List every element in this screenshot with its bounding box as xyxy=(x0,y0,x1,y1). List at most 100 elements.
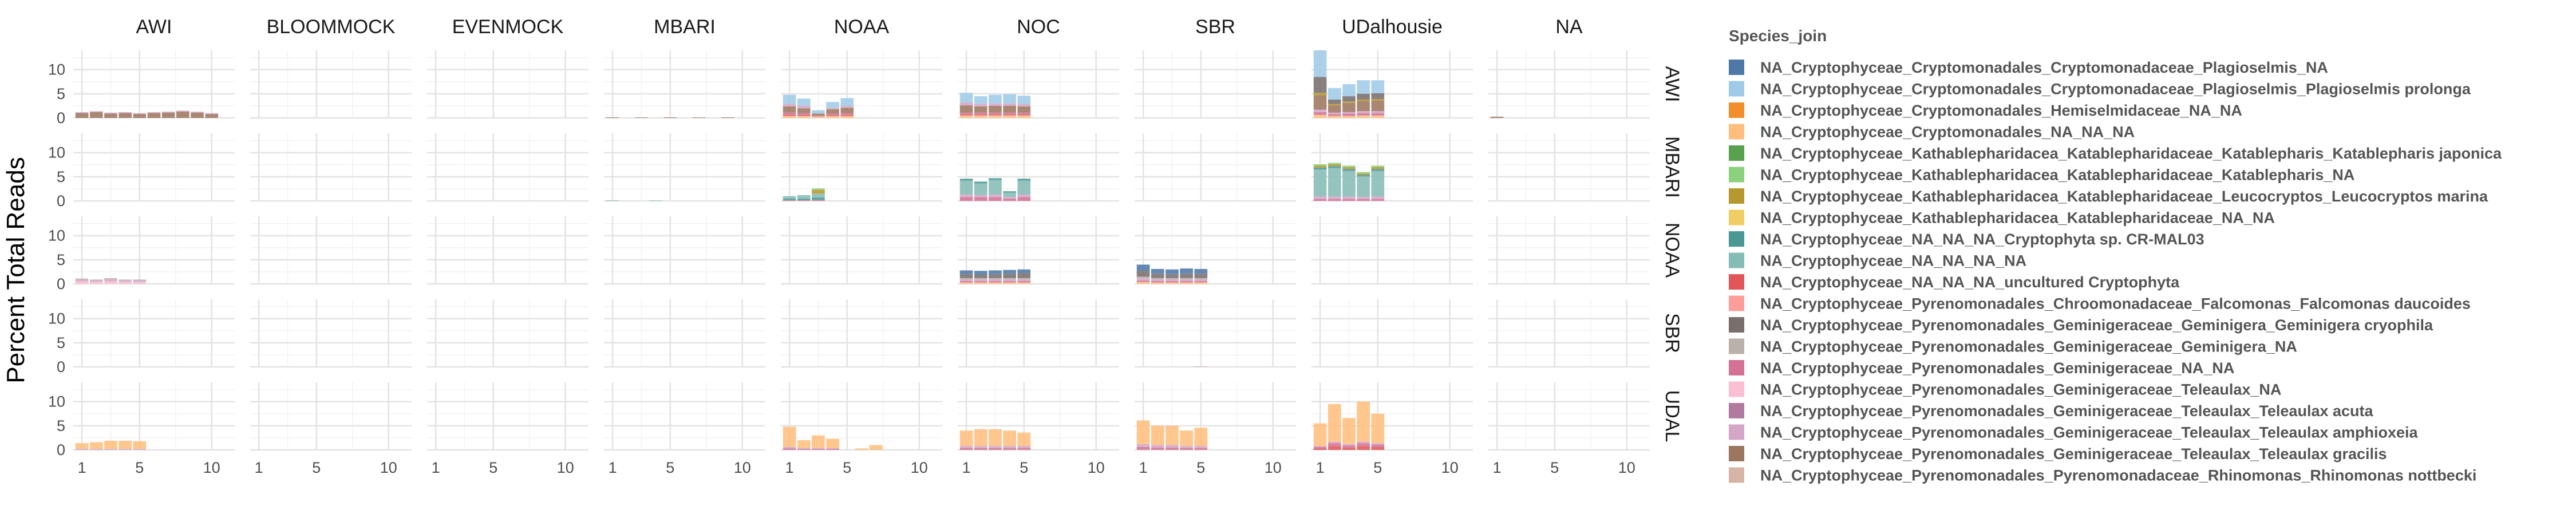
legend-swatch xyxy=(1729,209,1744,226)
bar-segment xyxy=(1136,280,1150,282)
bar-segment xyxy=(1342,447,1356,450)
bar-segment xyxy=(118,112,132,113)
bar-segment xyxy=(75,112,89,113)
x-tick-label: 5 xyxy=(1020,459,1028,476)
panel-noaa-evenmock xyxy=(427,216,588,285)
panel-mbari-awi xyxy=(73,133,235,202)
x-tick-label: 5 xyxy=(312,459,321,476)
column-strip-label-udalhousie: UDalhousie xyxy=(1342,16,1443,38)
bar-segment xyxy=(974,96,987,104)
row-strip-label-udal: UDAL xyxy=(1661,390,1683,442)
x-tick-label: 5 xyxy=(489,459,497,476)
panel-background xyxy=(427,299,588,367)
panel-background xyxy=(1311,216,1473,284)
bar-segment xyxy=(205,114,219,118)
panel-udal-evenmock xyxy=(427,382,588,451)
column-strip-label-mbari: MBARI xyxy=(654,16,716,38)
y-tick-label: 10 xyxy=(48,227,65,244)
y-axis-title: Percent Total Reads xyxy=(2,157,30,383)
x-tick-label: 5 xyxy=(1373,459,1382,476)
legend-label: NA_Cryptophyceae_Kathablepharidacea_Kata… xyxy=(1760,167,2354,184)
bar-segment xyxy=(959,105,973,113)
bar-segment xyxy=(974,446,987,448)
bar-segment xyxy=(989,94,1002,104)
legend-entry: NA_Cryptophyceae_Pyrenomonadales_Geminig… xyxy=(1729,317,2433,334)
bar-segment xyxy=(118,440,132,449)
bar-segment xyxy=(1357,176,1370,197)
bar-segment xyxy=(1151,268,1164,274)
panel-noaa-bloommock xyxy=(250,216,412,285)
bar-segment xyxy=(1371,80,1385,94)
panel-mbari-mbari xyxy=(604,133,765,202)
bar-segment xyxy=(1342,101,1356,103)
bar-segment xyxy=(118,280,132,282)
panel-mbari-evenmock xyxy=(427,133,588,202)
bar-segment xyxy=(1342,165,1356,167)
bar-segment xyxy=(1371,165,1385,167)
legend-entry: NA_Cryptophyceae_Pyrenomonadales_Chroomo… xyxy=(1729,295,2471,313)
legend-label: NA_Cryptophyceae_Cryptomonadales_Hemisel… xyxy=(1760,102,2242,119)
x-tick-label: 10 xyxy=(380,459,397,476)
bar-segment xyxy=(812,193,825,198)
bar-segment xyxy=(974,279,987,281)
bar-segment xyxy=(1165,445,1179,448)
bar-segment xyxy=(797,98,811,106)
bar-segment xyxy=(1194,428,1208,446)
bar-segment xyxy=(1017,195,1031,197)
bar-segment xyxy=(1357,172,1370,173)
legend-label: NA_Cryptophyceae_NA_NA_NA_Cryptophyta sp… xyxy=(1760,231,2204,248)
bar-segment xyxy=(1342,171,1356,197)
bar-segment xyxy=(959,115,973,118)
bar-segment xyxy=(826,108,839,109)
panel-noaa-noaa xyxy=(781,216,942,285)
y-tick-label: 10 xyxy=(48,144,65,161)
bar-segment xyxy=(989,270,1002,275)
panel-background xyxy=(250,133,412,201)
legend-label: NA_Cryptophyceae_Pyrenomonadales_Geminig… xyxy=(1760,338,2297,355)
panel-background xyxy=(250,299,412,367)
legend-label: NA_Cryptophyceae_Kathablepharidacea_Kata… xyxy=(1760,188,2488,205)
bar-segment xyxy=(812,188,825,190)
bar-segment xyxy=(104,113,117,118)
legend-entry: NA_Cryptophyceae_Pyrenomonadales_Geminig… xyxy=(1729,359,2234,377)
bar-segment xyxy=(1357,441,1370,444)
bar-segment xyxy=(1003,114,1016,116)
legend-swatch xyxy=(1729,81,1744,97)
legend-swatch xyxy=(1729,188,1744,204)
panel-sbr-mbari xyxy=(604,299,765,368)
panel-background xyxy=(73,216,235,284)
bar-segment xyxy=(989,178,1002,180)
bar-segment xyxy=(826,109,839,114)
bar-segment xyxy=(974,282,987,284)
bar-segment xyxy=(783,114,796,116)
bar-segment xyxy=(1342,112,1356,114)
bar-segment xyxy=(797,195,811,199)
bar-segment xyxy=(1017,273,1031,278)
legend-entry: NA_Cryptophyceae_Pyrenomonadales_Geminig… xyxy=(1729,381,2281,398)
bar-segment xyxy=(783,446,796,449)
bar-segment xyxy=(1194,448,1208,450)
legend-entry: NA_Cryptophyceae_NA_NA_NA_Cryptophyta sp… xyxy=(1729,231,2204,248)
x-tick-label: 10 xyxy=(911,459,928,476)
bar-segment xyxy=(783,196,796,199)
bar-segment xyxy=(1180,278,1193,280)
bar-segment xyxy=(826,438,839,448)
bar-segment xyxy=(1017,114,1031,116)
panel-awi-mbari xyxy=(604,50,765,119)
bar-segment xyxy=(1165,282,1179,284)
bar-segment xyxy=(1165,278,1179,280)
bar-segment xyxy=(1017,280,1031,283)
legend-swatch xyxy=(1729,102,1744,118)
x-tick-label: 10 xyxy=(1265,459,1282,476)
bar-segment xyxy=(1371,93,1385,100)
bar-segment xyxy=(1194,366,1208,367)
y-tick-label: 10 xyxy=(48,61,65,78)
bar-segment xyxy=(1003,197,1016,199)
bar-segment xyxy=(1313,95,1327,110)
bar-segment xyxy=(1194,279,1208,281)
bar-segment xyxy=(75,279,89,282)
legend-swatch xyxy=(1729,360,1744,375)
bar-segment xyxy=(1357,443,1370,446)
bar-segment xyxy=(959,430,973,446)
bar-segment xyxy=(75,443,89,449)
